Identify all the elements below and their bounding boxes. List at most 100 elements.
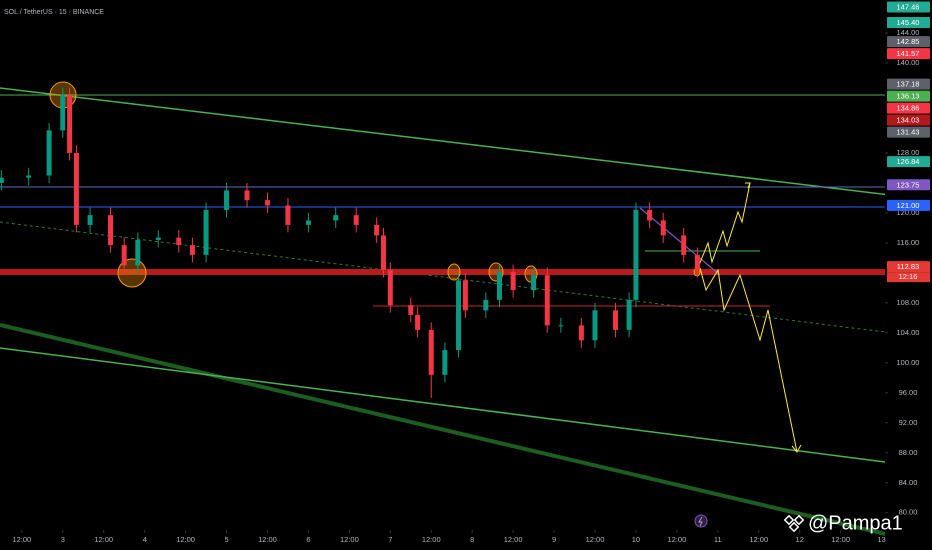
candle-body <box>60 95 66 131</box>
y-tick-label: 144.00 <box>897 28 920 37</box>
candle-body <box>428 329 434 375</box>
x-tick-label: 12:00 <box>831 535 850 544</box>
x-tick-label: 12:00 <box>176 535 195 544</box>
arrow-head <box>745 182 751 189</box>
candle-body <box>647 209 653 221</box>
projection <box>696 182 751 271</box>
trend-line <box>0 323 932 547</box>
candle-body <box>67 95 73 153</box>
x-tick-label: 12:00 <box>340 535 359 544</box>
price-tag-label: 136.13 <box>897 92 920 101</box>
y-tick-label: 120.00 <box>897 208 920 217</box>
y-tick-label: 104.00 <box>897 328 920 337</box>
marker-circle <box>447 263 461 281</box>
price-tag <box>887 156 930 168</box>
x-tick-label: 11 <box>714 535 722 544</box>
price-tag-label: 145.40 <box>897 18 920 27</box>
candle-body <box>483 299 489 311</box>
x-tick-label: 3 <box>61 535 65 544</box>
price-tag-label: 142.85 <box>897 37 920 46</box>
y-tick-label: 108.00 <box>897 298 920 307</box>
price-tag <box>887 78 930 90</box>
price-tag <box>887 126 930 138</box>
price-tag <box>887 16 930 28</box>
price-tag <box>887 1 930 13</box>
price-tag <box>887 261 930 273</box>
price-tag-label: 123.75 <box>897 180 920 189</box>
candle-body <box>87 215 93 225</box>
marker-circle <box>117 258 147 288</box>
y-tick-label: 100.00 <box>897 358 920 367</box>
candle-body <box>408 305 414 315</box>
candle-body <box>660 220 666 236</box>
x-tick-label: 9 <box>552 535 556 544</box>
event-icon <box>694 514 708 528</box>
countdown: 12:16 <box>899 272 918 281</box>
candle-body <box>46 130 52 176</box>
logo-shape <box>783 514 795 526</box>
candle-body <box>121 245 127 266</box>
y-tick-label: 116.00 <box>897 238 919 247</box>
candle-body <box>462 280 468 311</box>
arrow-head <box>791 444 802 453</box>
y-tick-label: 84.00 <box>899 478 918 487</box>
price-tag <box>887 48 930 60</box>
price-tag-label: 126.84 <box>897 157 920 166</box>
candle-body <box>442 350 448 375</box>
candle-body <box>578 325 584 341</box>
candle-body <box>73 152 79 225</box>
watermark-logo <box>783 514 805 533</box>
candles <box>0 87 700 399</box>
candle-body <box>305 220 311 225</box>
countdown-tag <box>887 272 930 283</box>
price-tag-label: 112.83 <box>897 262 919 271</box>
candle-body <box>510 272 516 291</box>
candle-body <box>333 215 339 221</box>
trend-line <box>0 347 886 463</box>
candle-body <box>387 269 393 306</box>
x-tick-label: 12:00 <box>504 535 523 544</box>
symbol-header: SOL / TetherUS · 15 · BINANCE <box>4 9 104 16</box>
candle-body <box>285 205 291 225</box>
price-tag <box>887 179 930 191</box>
price-tag-label: 134.03 <box>897 116 920 125</box>
logo-shape <box>793 514 805 526</box>
trend-line <box>0 87 932 201</box>
x-tick-label: 5 <box>224 535 228 544</box>
candle-body <box>176 237 182 246</box>
price-tag <box>887 36 930 48</box>
candle-body <box>0 177 4 183</box>
y-tick-label: 140.00 <box>897 58 920 67</box>
candle-body <box>558 325 564 327</box>
candle-body <box>264 200 270 206</box>
candle-body <box>135 239 141 266</box>
x-tick-label: 12:00 <box>586 535 605 544</box>
candle-body <box>592 310 598 341</box>
event-icon <box>698 516 703 527</box>
x-tick-label: 12:00 <box>258 535 277 544</box>
projection <box>699 267 798 453</box>
price-tag <box>887 90 930 102</box>
logo-shape <box>788 521 800 533</box>
candle-body <box>380 235 386 270</box>
candle-body <box>612 310 618 330</box>
candle-body <box>633 209 639 300</box>
x-tick-label: 6 <box>306 535 310 544</box>
price-tag <box>887 102 930 114</box>
x-tick-label: 12:00 <box>422 535 441 544</box>
trend-line <box>639 207 721 276</box>
candle-body <box>108 215 114 246</box>
x-tick-label: 7 <box>388 535 392 544</box>
trend-line <box>0 221 886 333</box>
y-tick-label: 88.00 <box>899 448 918 457</box>
y-tick-label: 92.00 <box>899 418 918 427</box>
x-tick-label: 12:00 <box>667 535 686 544</box>
candle-body <box>203 209 209 255</box>
price-tag-label: 131.43 <box>897 128 920 137</box>
candle-body <box>415 314 421 330</box>
x-tick-label: 8 <box>470 535 474 544</box>
x-tick-label: 12:00 <box>12 535 31 544</box>
x-tick-label: 12:00 <box>749 535 768 544</box>
candle-body <box>544 275 550 326</box>
